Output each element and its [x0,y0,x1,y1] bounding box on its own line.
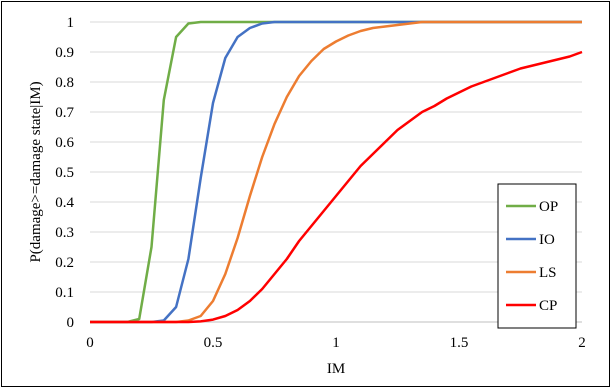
y-tick-label: 0.7 [55,105,74,121]
y-tick-label: 0.3 [55,225,74,241]
legend-label-op: OP [539,199,558,215]
x-tick-label: 1.5 [450,335,469,351]
series-lines [90,20,583,324]
x-tick-label: 2 [578,335,586,351]
legend: OP IO LS CP [497,183,577,329]
legend-label-ls: LS [539,265,557,281]
y-tick-label: 0.4 [55,195,74,211]
y-tick-label: 0.9 [55,45,74,61]
y-tick-label: 0.5 [55,165,74,181]
y-tick-label: 0.2 [55,255,74,271]
x-tick-label: 0 [86,335,94,351]
y-tick-label: 0.6 [55,135,74,151]
series-line-cp [90,50,583,324]
y-tick-label: 1 [67,15,75,31]
x-tick-label: 1 [332,335,340,351]
legend-label-cp: CP [539,298,557,314]
y-tick-label: 0 [67,315,75,331]
y-axis-title: P(damage>=damage state|IM) [28,81,44,262]
y-tick-label: 0.1 [55,285,74,301]
tick-labels: 0 0.1 0.2 0.3 0.4 0.5 0.6 0.7 0.8 0.9 1 0 0.5 1 1.5 2 [55,15,586,351]
y-tick-label: 0.8 [55,75,74,91]
x-tick-label: 0.5 [204,335,223,351]
legend-label-io: IO [539,232,555,248]
x-axis-title: IM [327,361,345,377]
